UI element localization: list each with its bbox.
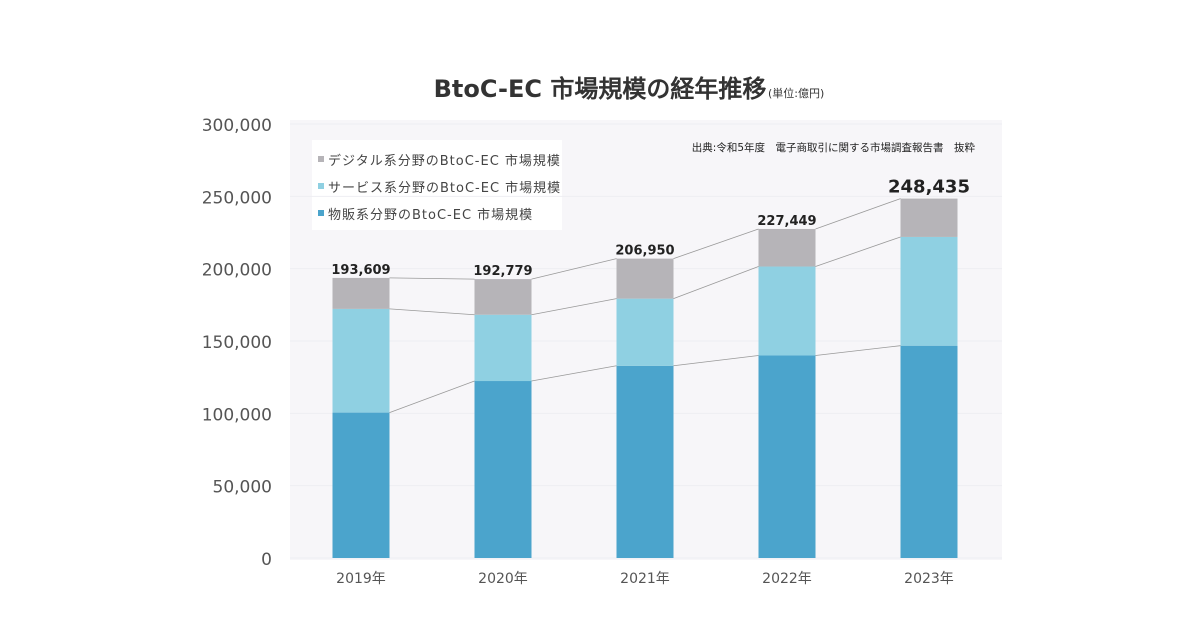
bar-segment bbox=[474, 381, 532, 558]
bar-segment bbox=[900, 345, 958, 558]
legend bbox=[312, 140, 562, 230]
y-tick-label: 250,000 bbox=[202, 188, 272, 208]
y-tick-label: 100,000 bbox=[202, 405, 272, 425]
total-label: 193,609 bbox=[331, 263, 390, 278]
bar-segment bbox=[616, 365, 674, 558]
legend-item: サービス系分野のBtoC-EC 市場規模 bbox=[328, 180, 561, 196]
connector-line bbox=[815, 345, 901, 356]
bar-segment bbox=[474, 279, 532, 315]
y-tick-label: 300,000 bbox=[202, 116, 272, 136]
legend-swatch bbox=[318, 183, 324, 189]
total-label: 227,449 bbox=[757, 214, 816, 229]
connector-line bbox=[673, 266, 759, 300]
connector-line bbox=[531, 365, 617, 382]
y-tick-label: 50,000 bbox=[213, 478, 272, 498]
legend-item: デジタル系分野のBtoC-EC 市場規模 bbox=[328, 153, 561, 169]
legend-item: 物販系分野のBtoC-EC 市場規模 bbox=[328, 207, 533, 223]
chart-title: BtoC-EC 市場規模の経年推移 bbox=[434, 75, 767, 103]
total-label: 192,779 bbox=[473, 264, 532, 279]
bar-segment bbox=[332, 412, 390, 558]
legend-swatch bbox=[318, 210, 324, 216]
connector-line bbox=[815, 236, 901, 267]
bar-segment bbox=[758, 228, 816, 267]
x-tick-label: 2022年 bbox=[762, 571, 812, 587]
connector-line bbox=[389, 308, 475, 316]
bar-segment bbox=[616, 258, 674, 299]
bar-segment bbox=[758, 266, 816, 356]
bar-segment bbox=[332, 308, 390, 413]
total-label: 206,950 bbox=[615, 244, 674, 259]
bar-segment bbox=[474, 314, 532, 382]
bar-segment bbox=[900, 198, 958, 237]
x-tick-label: 2023年 bbox=[904, 571, 954, 587]
y-tick-label: 200,000 bbox=[202, 261, 272, 281]
legend-swatch bbox=[318, 156, 324, 162]
x-tick-label: 2020年 bbox=[478, 571, 528, 587]
connector-line bbox=[531, 258, 617, 280]
bar-segment bbox=[900, 236, 958, 346]
connector-line bbox=[389, 380, 475, 413]
y-tick-label: 0 bbox=[261, 550, 272, 570]
x-tick-label: 2021年 bbox=[620, 571, 670, 587]
chart-source: 出典:令和5年度 電子商取引に関する市場調査報告書 抜粋 bbox=[692, 141, 976, 154]
connector-line bbox=[389, 277, 475, 280]
x-tick-label: 2019年 bbox=[336, 571, 386, 587]
bar-segment bbox=[332, 277, 390, 309]
connector-line bbox=[673, 355, 759, 367]
bar-segment bbox=[616, 298, 674, 366]
connector-line bbox=[673, 228, 759, 259]
bar-segment bbox=[758, 355, 816, 558]
connector-line bbox=[531, 298, 617, 316]
y-tick-label: 150,000 bbox=[202, 333, 272, 353]
chart-unit: (単位:億円) bbox=[768, 86, 824, 100]
connector-line bbox=[815, 198, 901, 230]
total-label: 248,435 bbox=[888, 177, 970, 198]
